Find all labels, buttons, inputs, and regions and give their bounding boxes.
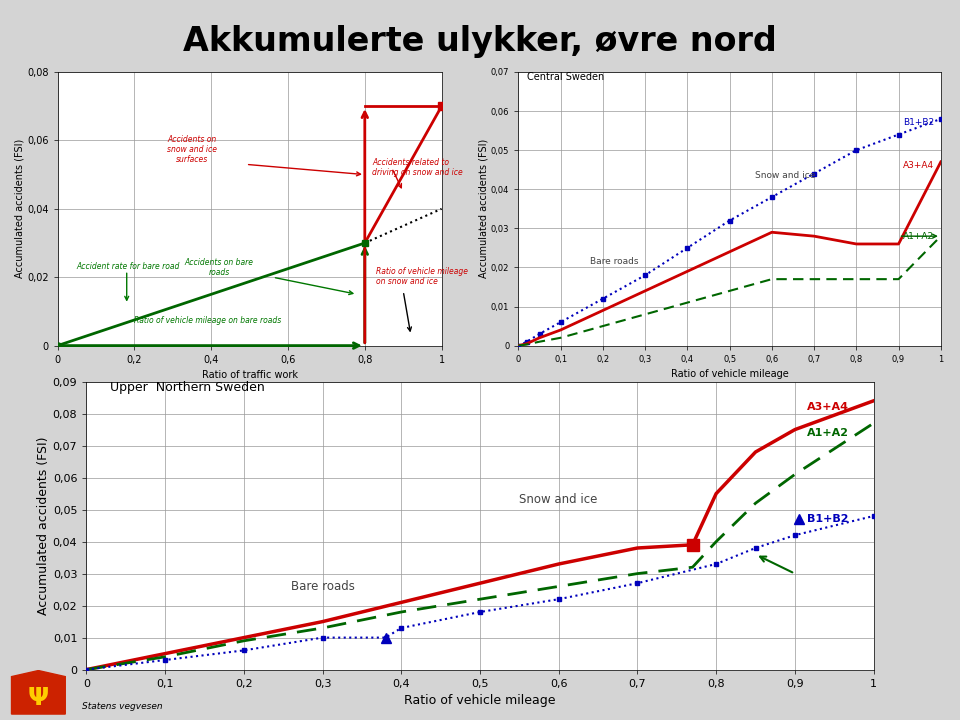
Y-axis label: Accumulated accidents (FSI): Accumulated accidents (FSI) (37, 436, 50, 615)
Text: Akkumulerte ulykker, øvre nord: Akkumulerte ulykker, øvre nord (183, 25, 777, 58)
Y-axis label: Accumulated accidents (FSI): Accumulated accidents (FSI) (14, 139, 24, 279)
Text: Statens vegvesen: Statens vegvesen (82, 703, 162, 711)
Text: A1+A2: A1+A2 (902, 232, 934, 240)
Text: Bare roads: Bare roads (291, 580, 355, 593)
X-axis label: Ratio of vehicle mileage: Ratio of vehicle mileage (404, 694, 556, 707)
Text: A3+A4: A3+A4 (806, 402, 849, 412)
Text: Central Sweden: Central Sweden (527, 72, 604, 82)
Text: Snow and ice: Snow and ice (755, 171, 815, 179)
Text: Accidents related to
driving on snow and ice: Accidents related to driving on snow and… (372, 158, 464, 177)
Text: Ratio of vehicle mileage on bare roads: Ratio of vehicle mileage on bare roads (134, 316, 281, 325)
Text: Bare roads: Bare roads (590, 256, 638, 266)
Text: Ratio of vehicle mileage
on snow and ice: Ratio of vehicle mileage on snow and ice (376, 266, 468, 286)
Text: B1+B2: B1+B2 (902, 118, 934, 127)
Text: Upper  Northern Sweden: Upper Northern Sweden (110, 381, 265, 395)
X-axis label: Ratio of traffic work: Ratio of traffic work (202, 370, 298, 380)
Text: A3+A4: A3+A4 (902, 161, 934, 171)
Text: Accidents on
snow and ice
surfaces: Accidents on snow and ice surfaces (167, 135, 217, 164)
Text: Accident rate for bare road: Accident rate for bare road (77, 262, 180, 271)
Text: A1+A2: A1+A2 (806, 428, 849, 438)
Text: B1+B2: B1+B2 (806, 514, 849, 524)
Y-axis label: Accumulated accidents (FSI): Accumulated accidents (FSI) (478, 139, 488, 279)
Text: Snow and ice: Snow and ice (519, 493, 598, 506)
Text: Ψ: Ψ (28, 685, 49, 710)
Text: Accidents on bare
roads: Accidents on bare roads (184, 258, 253, 277)
Polygon shape (12, 670, 65, 714)
X-axis label: Ratio of vehicle mileage: Ratio of vehicle mileage (671, 369, 788, 379)
